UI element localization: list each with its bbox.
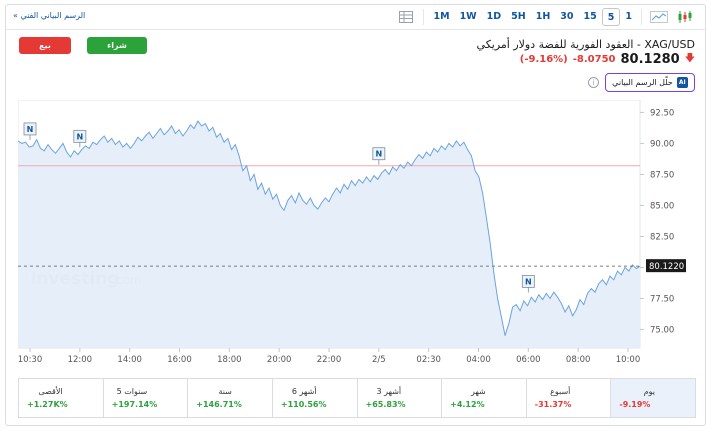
down-arrow-icon: 🡇 xyxy=(684,53,695,64)
y-tick-label: 75.00 xyxy=(650,325,674,335)
change-percent: (-9.16%) xyxy=(519,54,568,65)
stat-value: +110.56% xyxy=(280,400,327,409)
y-tick-label: 85.00 xyxy=(650,201,674,211)
timeframe-30[interactable]: 30 xyxy=(560,11,574,22)
x-tick-label: 02:30 xyxy=(416,355,441,365)
timeframe-15[interactable]: 15 xyxy=(583,11,597,22)
series-area xyxy=(18,121,640,348)
timeframe-buttons: 1M 1W 1D 5H 1H 30 15 5 1 xyxy=(428,8,637,26)
area-chart-icon[interactable] xyxy=(649,8,669,26)
current-price-label: 80.1220 xyxy=(649,262,684,272)
y-tick-label: 77.50 xyxy=(650,294,674,304)
price-chart[interactable]: Investing.com92.5090.0087.5085.0082.5080… xyxy=(17,99,688,370)
x-tick-label: 04:00 xyxy=(466,355,491,365)
x-tick-label: 06:00 xyxy=(516,355,541,365)
x-tick-label: 12:00 xyxy=(68,355,93,365)
chart-svg: Investing.com92.5090.0087.5085.0082.5080… xyxy=(17,99,686,365)
sell-button[interactable]: بيع xyxy=(19,37,71,54)
timeframe-1w[interactable]: 1W xyxy=(459,11,477,22)
analyze-chart-button[interactable]: AI حلّل الرسم البياني xyxy=(605,73,695,92)
x-tick-label: 22:00 xyxy=(317,355,342,365)
stat-label: 6 أشهر xyxy=(291,387,317,396)
stat-label: 5 سنوات xyxy=(116,387,148,396)
stat-value: +197.14% xyxy=(111,400,158,409)
news-marker-label: N xyxy=(375,150,382,159)
candlestick-icon[interactable] xyxy=(675,8,695,26)
change-value: -8.0750 xyxy=(572,54,616,65)
stat-label: أسبوع xyxy=(550,387,571,396)
y-tick-label: 87.50 xyxy=(650,170,674,180)
stat-label: 3 أشهر xyxy=(376,387,402,396)
timeframe-5h[interactable]: 5H xyxy=(511,11,526,22)
stat-cell[interactable]: 6 أشهر +110.56% xyxy=(271,379,357,417)
stat-label: سنة xyxy=(218,387,232,396)
stat-cell[interactable]: 3 أشهر +65.83% xyxy=(356,379,442,417)
news-marker-label: N xyxy=(27,125,34,134)
toolbar-divider xyxy=(423,9,425,25)
current-price-tag xyxy=(646,259,686,273)
analyze-chart-label: حلّل الرسم البياني xyxy=(612,78,673,87)
stat-label: شهر xyxy=(470,387,486,396)
stat-label: الأقصى xyxy=(38,387,63,396)
instrument-title: XAG/USD - العقود الفورية للفضة دولار أمر… xyxy=(476,38,695,51)
info-icon[interactable]: i xyxy=(588,77,599,88)
stat-value: +65.83% xyxy=(365,400,406,409)
stat-cell[interactable]: 5 سنوات +197.14% xyxy=(102,379,188,417)
last-price: 80.1280 xyxy=(620,52,680,67)
stat-value: -9.19% xyxy=(619,400,651,409)
x-tick-label: 2/5 xyxy=(372,355,386,365)
x-tick-label: 10:30 xyxy=(18,355,42,365)
price-row: (-9.16%) -8.0750 80.1280 🡇 xyxy=(520,51,695,68)
news-marker-label: N xyxy=(76,132,83,141)
stat-cell[interactable]: الأقصى +1.27K% xyxy=(19,379,103,417)
news-marker-label: N xyxy=(525,277,532,286)
x-tick-label: 08:00 xyxy=(566,355,591,365)
performance-stats: يوم -9.19% أسبوع -31.37% شهر +4.12% 3 أشهر +65.… xyxy=(18,378,696,418)
stat-cell[interactable]: شهر +4.12% xyxy=(441,379,526,417)
stat-label: يوم xyxy=(643,387,655,396)
x-tick-label: 14:00 xyxy=(117,355,142,365)
stat-value: +1.27K% xyxy=(27,400,68,409)
stat-cell[interactable]: أسبوع -31.37% xyxy=(525,379,611,417)
stat-value: -31.37% xyxy=(534,400,572,409)
toolbar-divider xyxy=(641,9,642,25)
stat-cell[interactable]: سنة +146.71% xyxy=(187,379,272,417)
toolbar: الرسم البياني الفني » 1M 1W 1D 5H 1H 30 15 5 1 xyxy=(5,4,706,30)
x-tick-label: 16:00 xyxy=(167,355,192,365)
timeframe-1m[interactable]: 1M xyxy=(433,11,450,22)
timeframe-5[interactable]: 5 xyxy=(601,8,621,26)
y-tick-label: 90.00 xyxy=(650,139,674,149)
ai-icon: AI xyxy=(676,77,688,88)
table-icon[interactable] xyxy=(396,8,416,26)
stat-value: +4.12% xyxy=(450,400,485,409)
timeframe-bar: 1M 1W 1D 5H 1H 30 15 5 1 xyxy=(393,7,698,27)
x-tick-label: 20:00 xyxy=(267,355,292,365)
stat-value: +146.71% xyxy=(196,400,242,409)
timeframe-1[interactable]: 1 xyxy=(625,11,632,22)
series-line xyxy=(17,120,641,336)
y-tick-label: 82.50 xyxy=(650,232,674,242)
stat-cell[interactable]: يوم -9.19% xyxy=(610,379,695,417)
buy-button[interactable]: شراء xyxy=(87,37,147,54)
technical-chart-link[interactable]: الرسم البياني الفني » xyxy=(13,11,86,20)
timeframe-1h[interactable]: 1H xyxy=(535,11,551,22)
timeframe-1d[interactable]: 1D xyxy=(486,11,502,22)
y-tick-label: 92.50 xyxy=(650,108,674,118)
x-tick-label: 18:00 xyxy=(217,355,242,365)
x-tick-label: 10:00 xyxy=(616,355,641,365)
